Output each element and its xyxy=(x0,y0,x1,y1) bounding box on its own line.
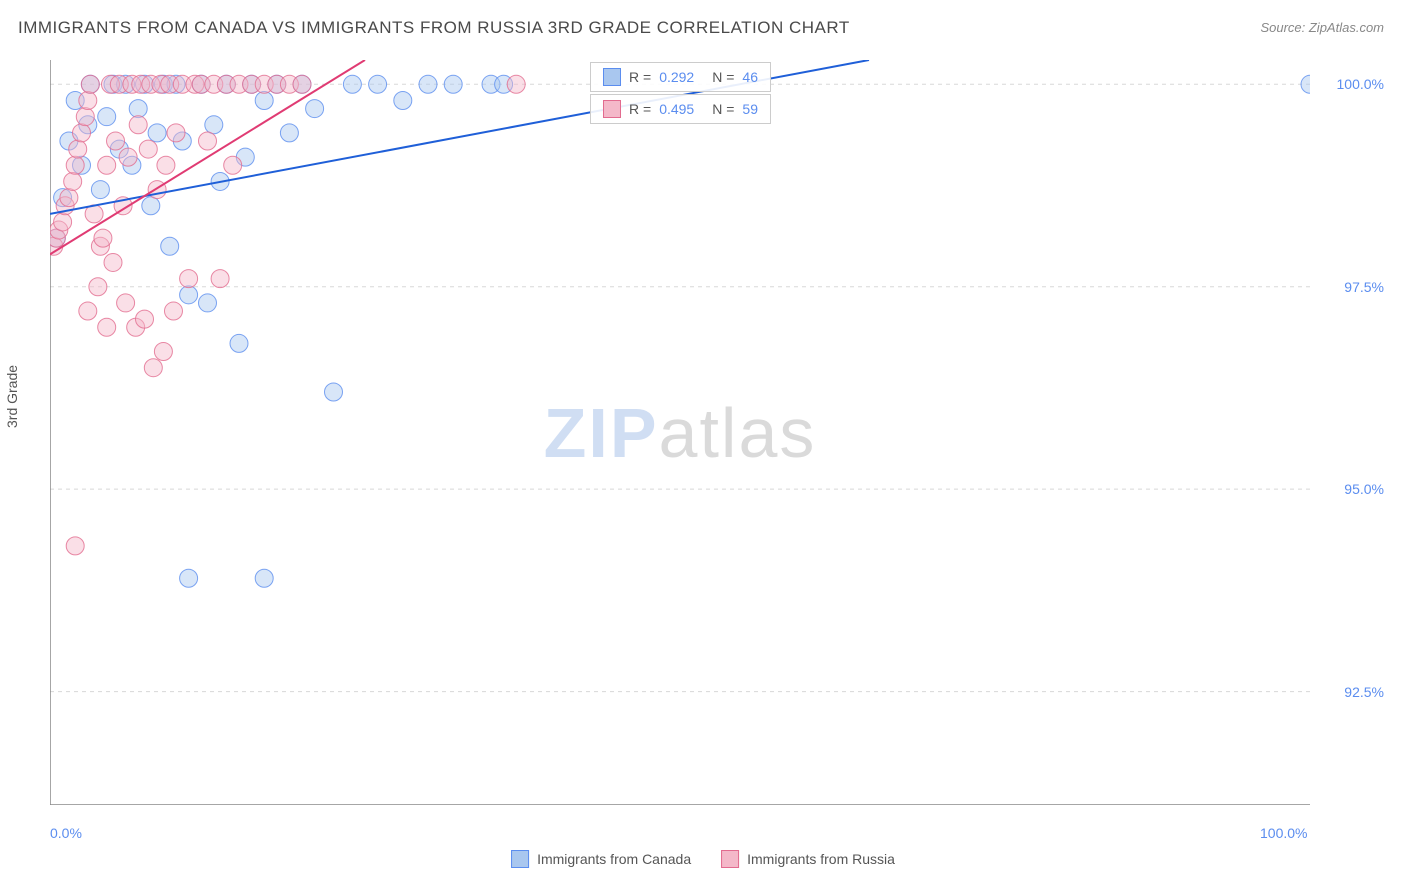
stats-swatch xyxy=(603,100,621,118)
chart-plot-area: ZIPatlas xyxy=(50,60,1310,805)
r-value: 0.495 xyxy=(659,101,694,117)
n-label: N = xyxy=(712,101,734,117)
legend-item-russia: Immigrants from Russia xyxy=(721,850,895,868)
n-value: 46 xyxy=(742,69,758,85)
stats-swatch xyxy=(603,68,621,86)
legend-label: Immigrants from Canada xyxy=(537,851,691,867)
stats-box-canada: R = 0.292 N = 46 xyxy=(590,62,771,92)
x-tick-label: 100.0% xyxy=(1260,825,1307,841)
r-value: 0.292 xyxy=(659,69,694,85)
y-tick-label: 92.5% xyxy=(1344,684,1384,700)
r-label: R = xyxy=(629,69,651,85)
legend-bottom: Immigrants from Canada Immigrants from Ru… xyxy=(511,850,895,868)
chart-title: IMMIGRANTS FROM CANADA VS IMMIGRANTS FRO… xyxy=(18,18,850,38)
y-axis-label: 3rd Grade xyxy=(4,365,20,428)
y-tick-label: 95.0% xyxy=(1344,481,1384,497)
legend-swatch xyxy=(511,850,529,868)
n-value: 59 xyxy=(742,101,758,117)
legend-swatch xyxy=(721,850,739,868)
chart-svg xyxy=(50,60,1310,805)
legend-item-canada: Immigrants from Canada xyxy=(511,850,691,868)
stats-box-russia: R = 0.495 N = 59 xyxy=(590,94,771,124)
n-label: N = xyxy=(712,69,734,85)
legend-label: Immigrants from Russia xyxy=(747,851,895,867)
y-tick-label: 100.0% xyxy=(1337,76,1384,92)
source-attribution: Source: ZipAtlas.com xyxy=(1260,20,1384,35)
x-tick-label: 0.0% xyxy=(50,825,82,841)
r-label: R = xyxy=(629,101,651,117)
y-tick-label: 97.5% xyxy=(1344,279,1384,295)
